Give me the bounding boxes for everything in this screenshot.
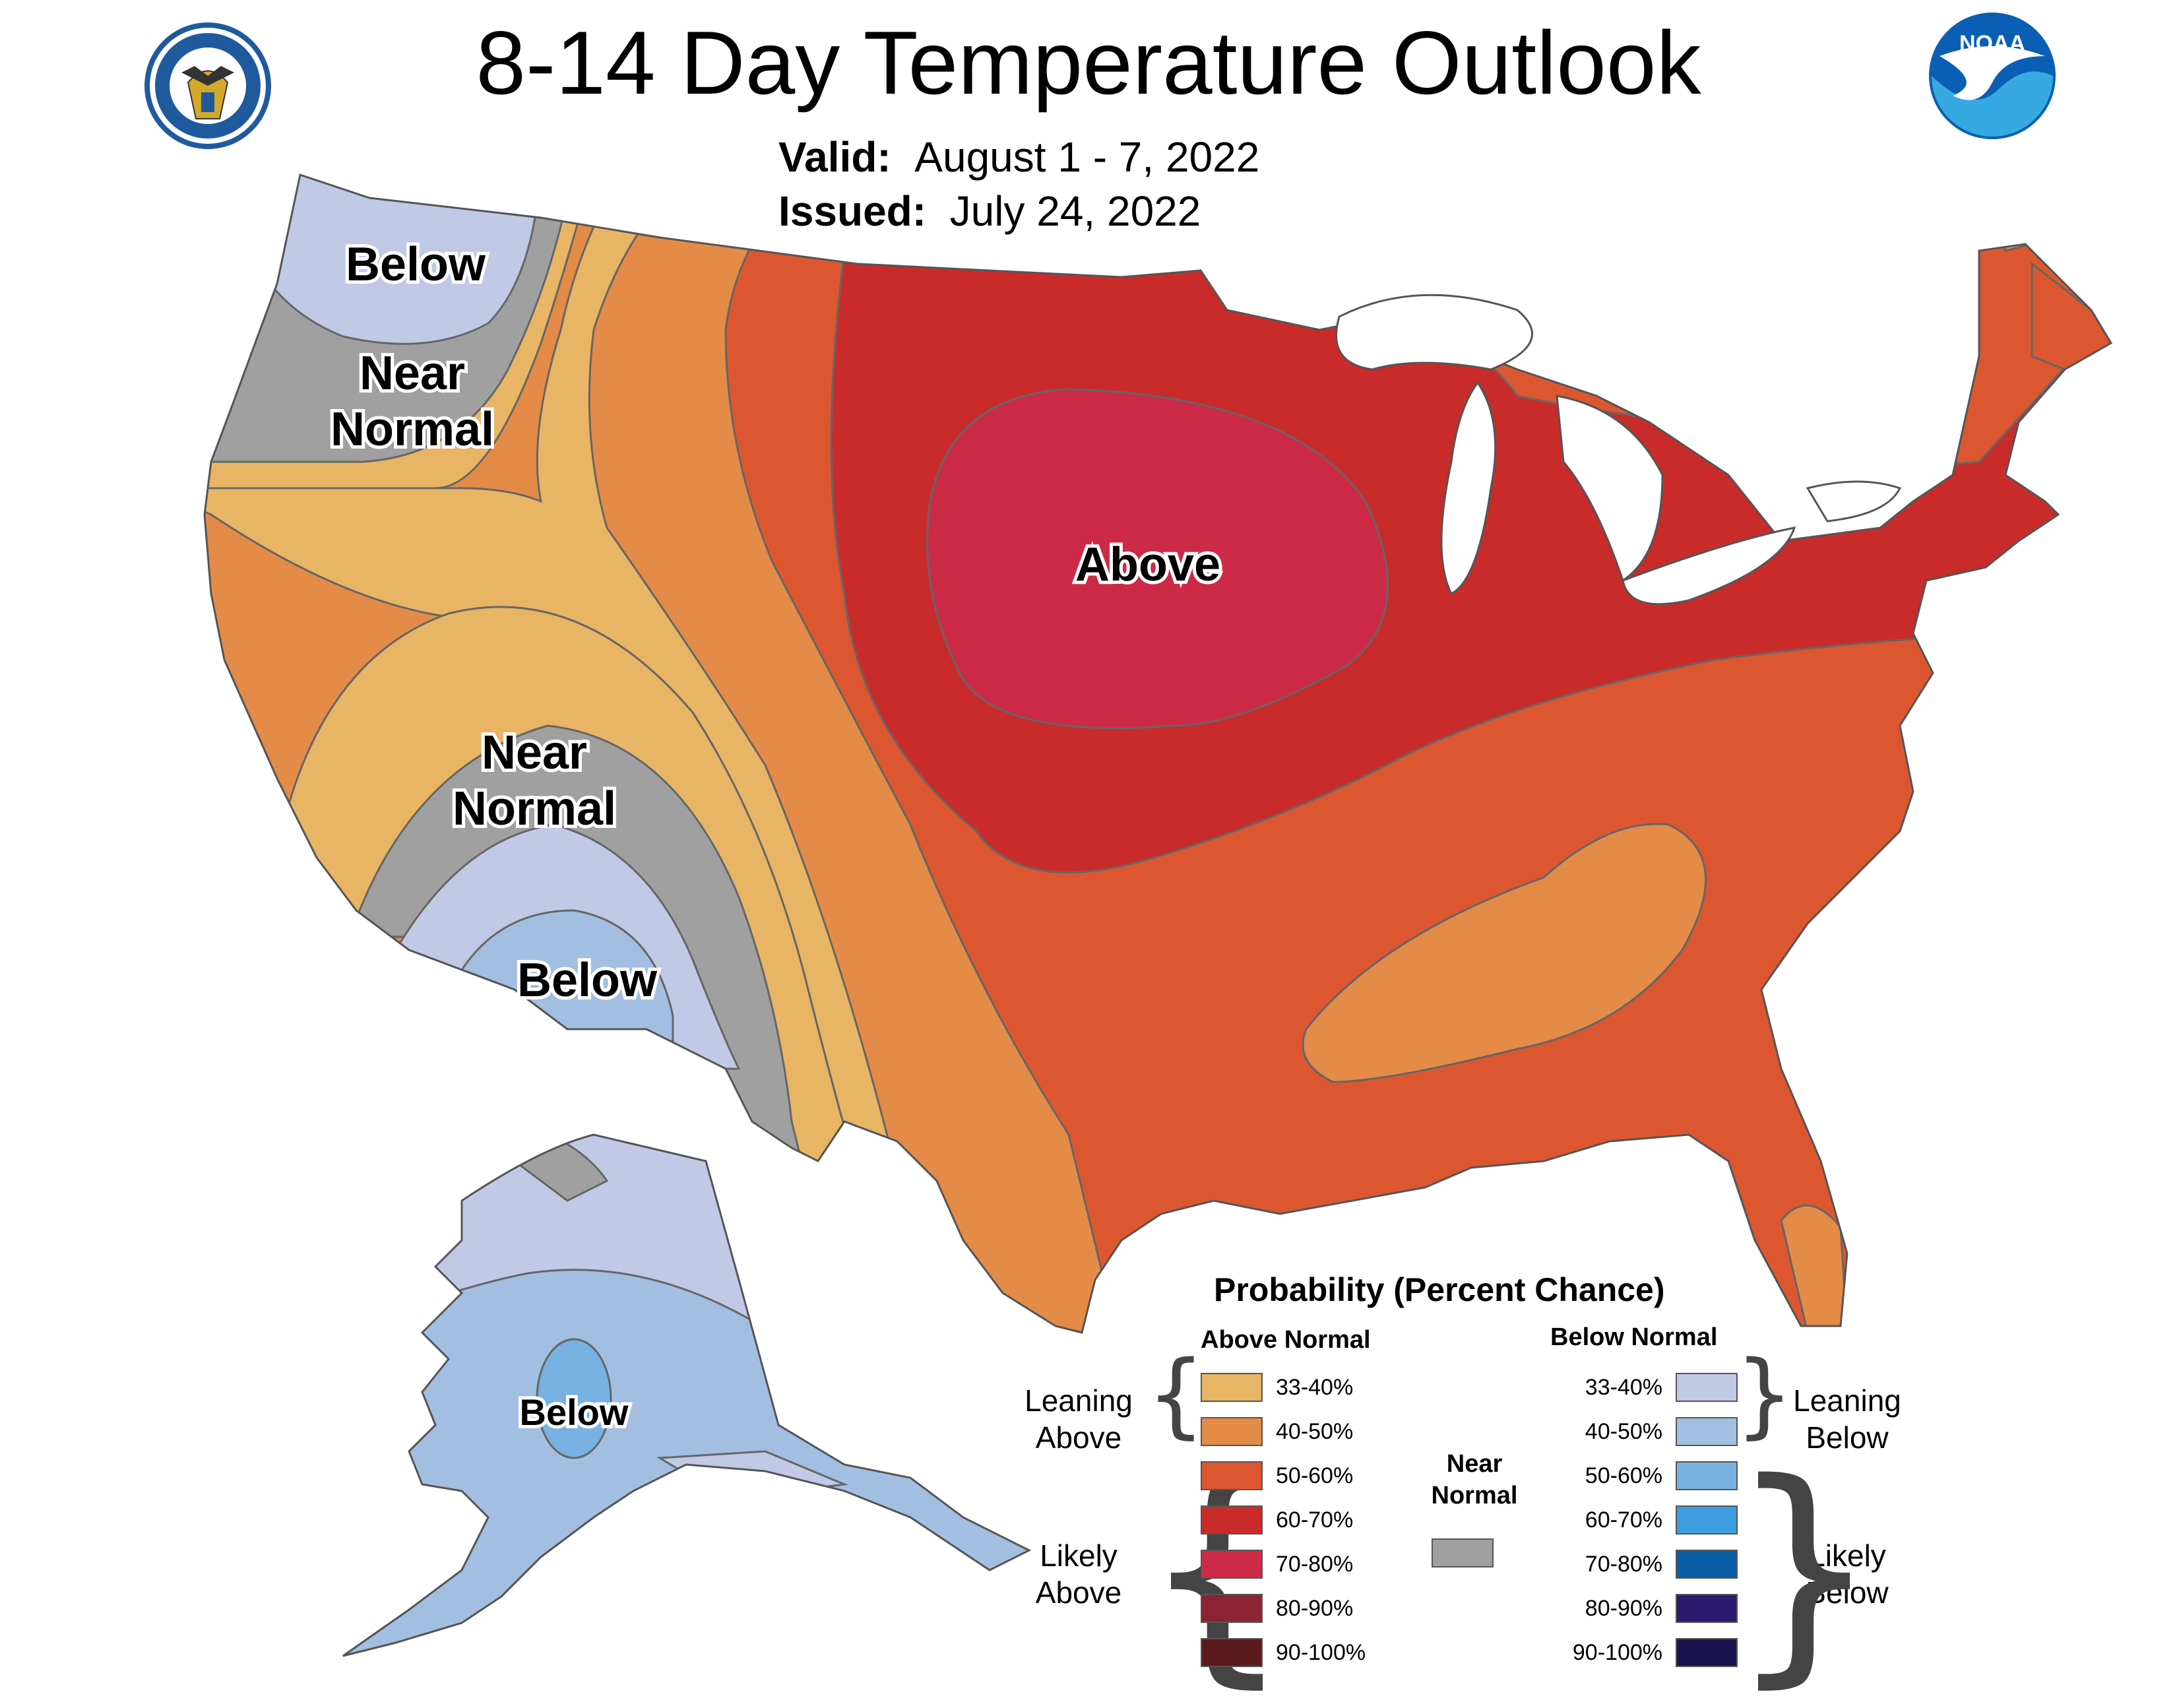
label-sw-below: Below <box>517 954 658 1007</box>
noaa-logo: NOAA <box>1929 13 2056 139</box>
ak-zone-below-50-60 <box>536 1338 612 1459</box>
legend-title: Probability (Percent Chance) <box>1214 1271 1665 1308</box>
legend-row-above-5: 80-90% <box>1201 1592 1353 1625</box>
legend-label-above-2: 50-60% <box>1276 1463 1354 1488</box>
legend-swatch-below-0 <box>1676 1373 1738 1402</box>
legend-swatch-below-6 <box>1676 1638 1738 1667</box>
zone-above-50-60-maine <box>2031 261 2111 371</box>
zone-above-40-50-southeast <box>1302 823 1707 1083</box>
legend-row-above-2: 50-60% <box>1201 1459 1353 1492</box>
legend-swatch-above-4 <box>1201 1550 1263 1579</box>
legend-row-above-6: 90-100% <box>1201 1636 1366 1669</box>
legend-below-header: Below Normal <box>1550 1323 1718 1351</box>
zone-above-70-80 <box>926 388 1389 730</box>
issued-label: Issued: <box>778 187 927 235</box>
legend-row-below-0: 33-40% <box>1557 1371 1738 1404</box>
legend-near-normal: Near Normal <box>1431 1450 1518 1509</box>
legend-row-above-0: 33-40% <box>1201 1371 1353 1404</box>
legend-swatch-below-2 <box>1676 1461 1738 1490</box>
legend-row-above-3: 60-70% <box>1201 1503 1353 1536</box>
legend-swatch-below-1 <box>1676 1417 1738 1446</box>
page-title: 8-14 Day Temperature Outlook <box>476 13 1701 113</box>
legend-swatch-above-0 <box>1201 1373 1263 1402</box>
legend-label-below-5: 80-90% <box>1585 1595 1662 1621</box>
legend-swatch-near-normal <box>1432 1538 1494 1567</box>
legend-row-below-3: 60-70% <box>1557 1503 1738 1536</box>
lake-michigan <box>1440 381 1497 596</box>
label-nw-normal: Normal <box>331 403 494 456</box>
label-sw-near: Near <box>482 726 587 779</box>
legend-swatch-below-5 <box>1676 1594 1738 1623</box>
legend-leaning-above: Leaning Above <box>1025 1383 1133 1455</box>
legend-swatch-above-5 <box>1201 1594 1263 1623</box>
legend-likely-above: Likely Above <box>1035 1538 1122 1610</box>
issued-value: July 24, 2022 <box>949 187 1201 235</box>
issued-line: Issued: July 24, 2022 <box>778 185 1201 237</box>
legend-label-below-2: 50-60% <box>1585 1463 1662 1488</box>
legend-brace-likely-below: } <box>1728 1432 1880 1708</box>
legend-label-below-0: 33-40% <box>1585 1374 1662 1400</box>
zone-above-40-50-florida <box>1780 1204 1848 1333</box>
legend-row-below-1: 40-50% <box>1557 1415 1738 1448</box>
label-nw-below: Below <box>346 238 486 291</box>
legend-label-below-4: 70-80% <box>1585 1551 1662 1577</box>
legend-leaning-below: Leaning Below <box>1793 1383 1901 1455</box>
label-nw-near: Near <box>360 347 465 400</box>
great-lakes <box>1335 294 1902 606</box>
legend-label-below-1: 40-50% <box>1585 1418 1662 1444</box>
legend-swatch-below-4 <box>1676 1550 1738 1579</box>
valid-value: August 1 - 7, 2022 <box>914 133 1260 181</box>
legend-row-below-2: 50-60% <box>1557 1459 1738 1492</box>
legend-row-below-5: 80-90% <box>1557 1592 1738 1625</box>
legend-row-above-1: 40-50% <box>1201 1415 1353 1448</box>
legend-swatch-above-6 <box>1201 1638 1263 1667</box>
lake-superior <box>1335 294 1533 371</box>
label-alaska-below: Below <box>520 1391 629 1433</box>
conus-zones <box>205 175 2111 1333</box>
legend-label-above-5: 80-90% <box>1276 1595 1354 1621</box>
legend-likely-below: Likely Below <box>1806 1538 1889 1610</box>
legend-label-above-6: 90-100% <box>1276 1639 1366 1665</box>
noaa-logo-text: NOAA <box>1959 31 2025 56</box>
legend-swatch-above-3 <box>1201 1505 1263 1534</box>
legend-label-below-3: 60-70% <box>1585 1507 1662 1533</box>
legend-above-header: Above Normal <box>1201 1326 1371 1354</box>
legend-label-above-3: 60-70% <box>1276 1507 1354 1533</box>
legend-swatch-above-2 <box>1201 1461 1263 1490</box>
label-sw-normal: Normal <box>453 782 616 835</box>
legend-row-below-6: 90-100% <box>1557 1636 1738 1669</box>
legend-brace-leaning-below: } <box>1735 1341 1794 1449</box>
lake-ontario <box>1806 480 1902 522</box>
legend-row-below-4: 70-80% <box>1557 1548 1738 1581</box>
legend-swatch-above-1 <box>1201 1417 1263 1446</box>
legend-row-above-4: 70-80% <box>1201 1548 1353 1581</box>
valid-line: Valid: August 1 - 7, 2022 <box>778 131 1259 183</box>
legend-label-above-4: 70-80% <box>1276 1551 1354 1577</box>
label-central-above: Above <box>1075 538 1220 591</box>
legend-swatch-below-3 <box>1676 1505 1738 1534</box>
legend-label-below-6: 90-100% <box>1572 1639 1662 1665</box>
legend-label-above-0: 33-40% <box>1276 1374 1354 1400</box>
lake-huron <box>1556 395 1664 583</box>
valid-label: Valid: <box>778 133 891 181</box>
legend: Probability (Percent Chance) Above Norma… <box>1003 1253 1940 1689</box>
legend-label-above-1: 40-50% <box>1276 1418 1354 1444</box>
legend-brace-leaning-above: { <box>1147 1341 1206 1449</box>
lake-erie <box>1622 526 1796 606</box>
department-of-commerce-seal <box>144 22 271 149</box>
